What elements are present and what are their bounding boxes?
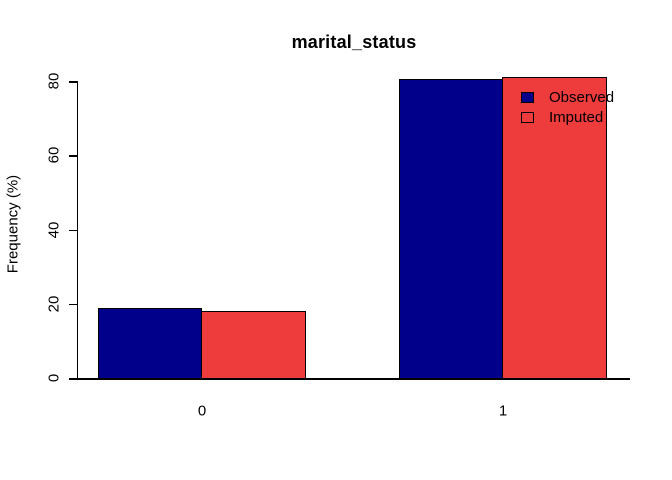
legend-swatch-observed: [521, 91, 534, 103]
y-tick-label: 0: [45, 373, 63, 383]
y-tick-label: 80: [45, 72, 63, 90]
legend: Observed Imputed: [521, 87, 614, 127]
bar-imputed-cat1: [501, 76, 607, 380]
legend-label-observed: Observed: [549, 88, 615, 106]
legend-label-imputed: Imputed: [549, 108, 604, 126]
y-tick-label: 60: [45, 146, 63, 164]
legend-swatch-imputed: [521, 111, 534, 123]
chart-title: marital_status: [291, 32, 417, 52]
y-tick-label: 20: [45, 295, 63, 313]
bar-observed-cat1: [399, 78, 503, 380]
y-tick: [69, 378, 78, 380]
y-tick: [69, 303, 78, 306]
legend-item-observed: Observed: [521, 87, 614, 107]
y-tick-label: 40: [45, 221, 63, 238]
legend-item-imputed: Imputed: [521, 107, 614, 127]
bar-observed-cat0: [98, 308, 202, 380]
y-tick: [69, 81, 78, 83]
y-tick: [69, 155, 78, 157]
x-baseline: [69, 378, 630, 380]
x-category-label: 0: [197, 402, 207, 420]
y-tick: [69, 229, 78, 231]
bar-imputed-cat0: [200, 310, 306, 380]
x-category-label: 1: [498, 402, 508, 420]
